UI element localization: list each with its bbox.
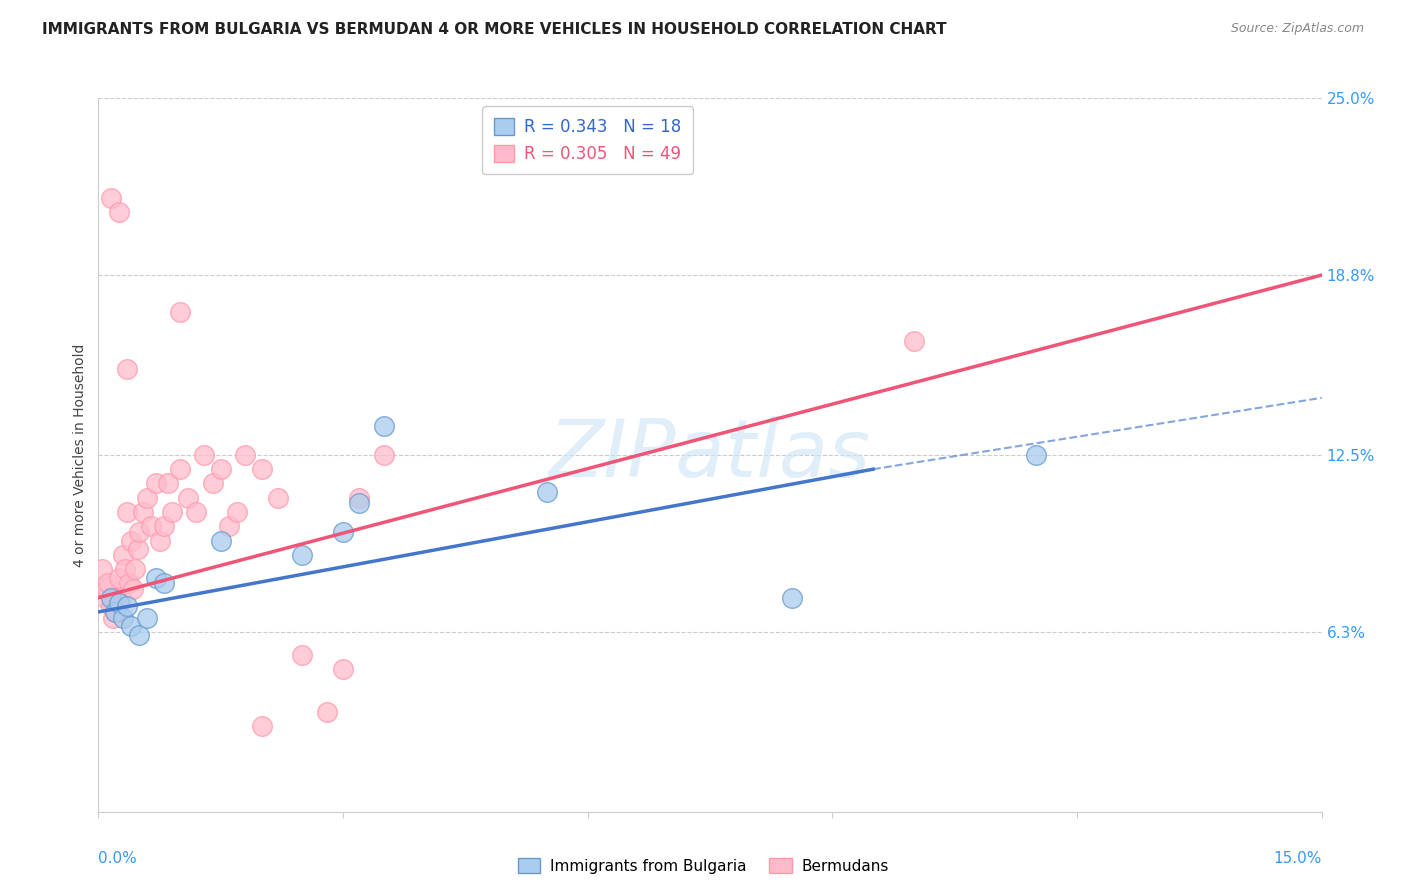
Point [120,619,142,633]
Point [250,719,273,733]
Point [124,562,146,576]
Point [104,591,127,605]
Point [332,662,354,676]
Point [536,485,558,500]
Point [152,576,174,591]
Point [136,491,159,505]
Point [145,571,167,585]
Point [114,562,136,576]
Point [91,562,114,576]
Point [169,462,191,476]
Point [118,576,141,591]
Point [186,505,208,519]
Point [780,591,803,605]
Point [169,305,191,319]
Text: 15.0%: 15.0% [1274,851,1322,866]
Point [136,610,159,624]
Text: ZIPatlas: ZIPatlas [548,416,872,494]
Point [105,605,128,619]
Point [108,205,131,219]
Point [201,476,224,491]
Point [1025,448,1047,462]
Text: IMMIGRANTS FROM BULGARIA VS BERMUDAN 4 OR MORE VEHICLES IN HOUSEHOLD CORRELATION: IMMIGRANTS FROM BULGARIA VS BERMUDAN 4 O… [42,22,946,37]
Point [104,605,127,619]
Point [152,519,174,533]
Point [903,334,925,348]
Point [149,533,172,548]
Point [156,476,179,491]
Point [177,491,200,505]
Point [373,448,395,462]
Point [291,548,314,562]
Point [373,419,395,434]
Point [128,524,150,539]
Point [111,610,134,624]
Point [108,571,131,585]
Point [132,505,155,519]
Point [218,519,240,533]
Point [267,491,290,505]
Point [291,648,314,662]
Point [193,448,215,462]
Point [160,505,183,519]
Legend: R = 0.343   N = 18, R = 0.305   N = 49: R = 0.343 N = 18, R = 0.305 N = 49 [482,106,693,175]
Point [349,496,371,510]
Point [108,596,131,610]
Text: Source: ZipAtlas.com: Source: ZipAtlas.com [1230,22,1364,36]
Point [209,533,232,548]
Point [100,591,122,605]
Legend: Immigrants from Bulgaria, Bermudans: Immigrants from Bulgaria, Bermudans [512,852,894,880]
Point [111,548,134,562]
Point [97,576,120,591]
Point [121,582,143,596]
Point [120,533,142,548]
Point [115,362,138,376]
Point [209,462,232,476]
Point [110,591,132,605]
Point [100,599,122,614]
Point [96,582,118,596]
Point [226,505,249,519]
Point [145,476,167,491]
Point [94,591,117,605]
Point [315,705,337,719]
Point [115,505,138,519]
Point [101,610,124,624]
Point [128,628,150,642]
Point [233,448,256,462]
Point [349,491,371,505]
Point [332,524,354,539]
Point [141,519,163,533]
Y-axis label: 4 or more Vehicles in Household: 4 or more Vehicles in Household [73,343,87,566]
Point [100,191,122,205]
Point [250,462,273,476]
Text: 0.0%: 0.0% [98,851,138,866]
Point [127,542,149,557]
Point [115,599,138,614]
